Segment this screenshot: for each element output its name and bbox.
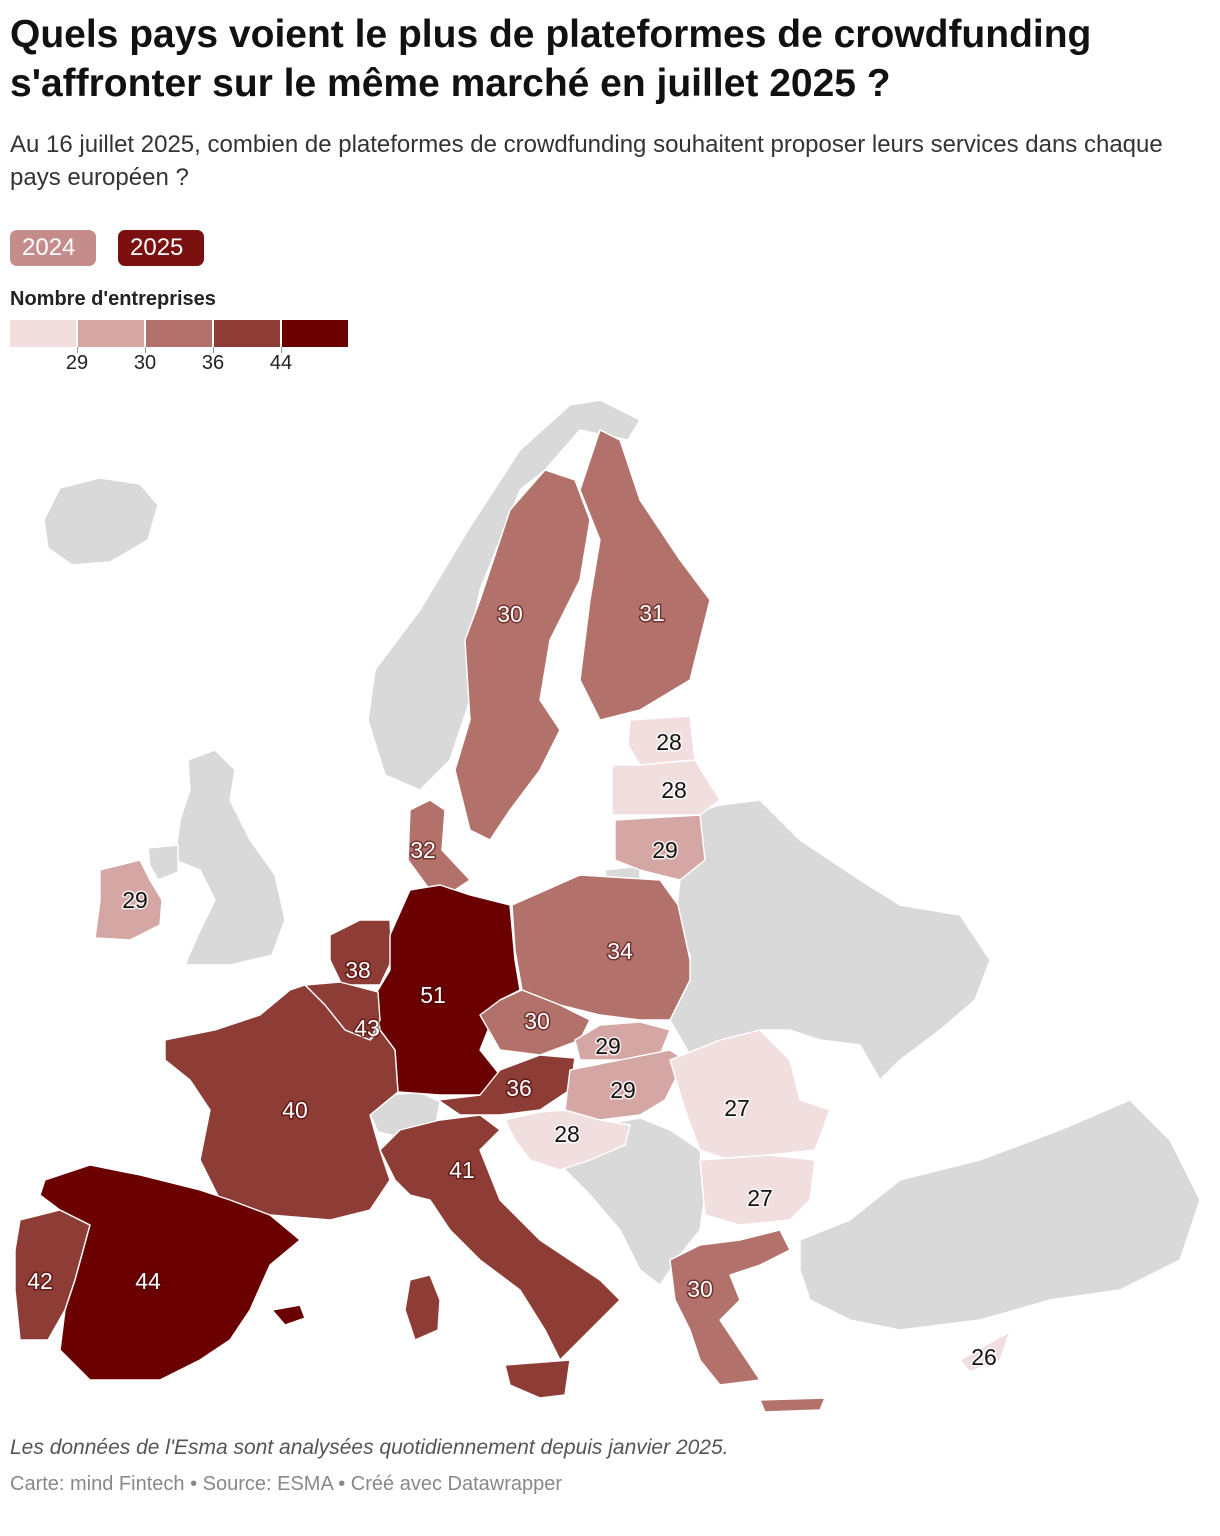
value-label-bulgaria: 27 — [747, 1185, 773, 1211]
legend-tick-mark — [145, 347, 146, 353]
value-label-netherlands: 38 — [345, 957, 371, 983]
legend-swatch-1 — [10, 320, 76, 347]
value-label-slovakia: 29 — [595, 1033, 621, 1059]
value-label-belgium: 43 — [354, 1015, 380, 1041]
legend-tick-mark — [213, 347, 214, 353]
country-shape-sicily — [504, 1359, 571, 1399]
country-shape-lithuania — [614, 814, 706, 881]
legend-break-3: 36 — [201, 352, 225, 374]
data-countries — [14, 429, 1011, 1413]
legend-swatch-4 — [214, 320, 280, 347]
country-shape-greece — [669, 1229, 791, 1386]
footnote: Les données de l'Esma sont analysées quo… — [10, 1436, 729, 1459]
legend-swatch-5 — [282, 320, 348, 347]
value-label-greece: 30 — [687, 1276, 713, 1302]
chart-title: Quels pays voient le plus de plateformes… — [10, 13, 1092, 105]
value-label-hungary: 29 — [610, 1077, 636, 1103]
color-legend — [10, 320, 350, 347]
turkey-shape — [799, 1099, 1201, 1331]
value-label-france: 40 — [282, 1097, 308, 1123]
year-toggle-2025-button[interactable]: 2025 — [118, 230, 204, 266]
value-label-denmark: 32 — [410, 837, 436, 863]
country-shape-slovakia — [574, 1021, 671, 1061]
country-shape-sardinia — [404, 1274, 441, 1341]
country-shape-crete — [759, 1397, 826, 1413]
value-label-sweden: 30 — [497, 601, 523, 627]
country-shape-slovenia — [504, 1109, 631, 1171]
legend-break-2: 30 — [133, 352, 157, 374]
norway-shape — [367, 399, 641, 791]
value-label-estonia: 28 — [656, 729, 682, 755]
country-shape-romania — [669, 1029, 831, 1161]
country-shape-spain — [39, 1164, 301, 1381]
value-label-slovenia: 28 — [554, 1121, 580, 1147]
value-label-portugal: 42 — [27, 1268, 53, 1294]
country-shape-ireland — [94, 859, 163, 941]
country-shape-finland — [579, 429, 711, 721]
value-label-latvia: 28 — [661, 777, 687, 803]
belarus-russia-ukraine-shape — [669, 799, 991, 1081]
country-shape-balearics — [271, 1304, 306, 1326]
value-label-ireland: 29 — [122, 887, 148, 913]
europe-choropleth-map: 30 31 28 28 29 32 29 38 51 43 34 30 29 3… — [14, 399, 1201, 1413]
country-shape-denmark — [407, 799, 471, 891]
no-data-countries — [43, 399, 1201, 1331]
country-shape-france — [164, 984, 399, 1221]
value-label-poland: 34 — [607, 938, 633, 964]
value-label-finland: 31 — [639, 600, 665, 626]
united-kingdom-shape — [174, 749, 286, 966]
value-label-lithuania: 29 — [652, 837, 678, 863]
year-toggle-2024-button[interactable]: 2024 — [10, 230, 96, 266]
country-shape-italy — [379, 1114, 621, 1361]
country-shape-germany — [374, 884, 521, 1096]
legend-break-4: 44 — [269, 352, 293, 374]
value-label-spain: 44 — [135, 1268, 161, 1294]
value-label-austria: 36 — [506, 1075, 532, 1101]
country-shape-bulgaria — [699, 1154, 816, 1226]
legend-swatch-2 — [78, 320, 144, 347]
chart-subtitle: Au 16 juillet 2025, combien de plateform… — [10, 131, 1163, 191]
country-shape-latvia — [611, 759, 721, 816]
value-label-czechia: 30 — [524, 1008, 550, 1034]
credits-line: Carte: mind Fintech • Source: ESMA • Cré… — [10, 1473, 563, 1495]
legend-tick-mark — [281, 347, 282, 353]
legend-title: Nombre d'entreprises — [10, 288, 216, 310]
legend-tick-mark — [77, 347, 78, 353]
iceland-shape — [43, 477, 159, 566]
balkans-shape — [559, 1117, 706, 1286]
country-shape-netherlands — [329, 919, 393, 986]
value-label-romania: 27 — [724, 1095, 750, 1121]
northern-ireland-shape — [147, 844, 179, 881]
value-label-cyprus: 26 — [971, 1344, 997, 1370]
legend-swatch-3 — [146, 320, 212, 347]
legend-break-1: 29 — [65, 352, 89, 374]
country-shape-cyprus — [959, 1331, 1011, 1373]
value-label-italy: 41 — [449, 1157, 475, 1183]
country-shape-czechia — [479, 989, 591, 1056]
country-shape-sweden — [454, 469, 591, 841]
value-labels: 30 31 28 28 29 32 29 38 51 43 34 30 29 3… — [26, 599, 999, 1372]
value-label-germany: 51 — [420, 982, 446, 1008]
